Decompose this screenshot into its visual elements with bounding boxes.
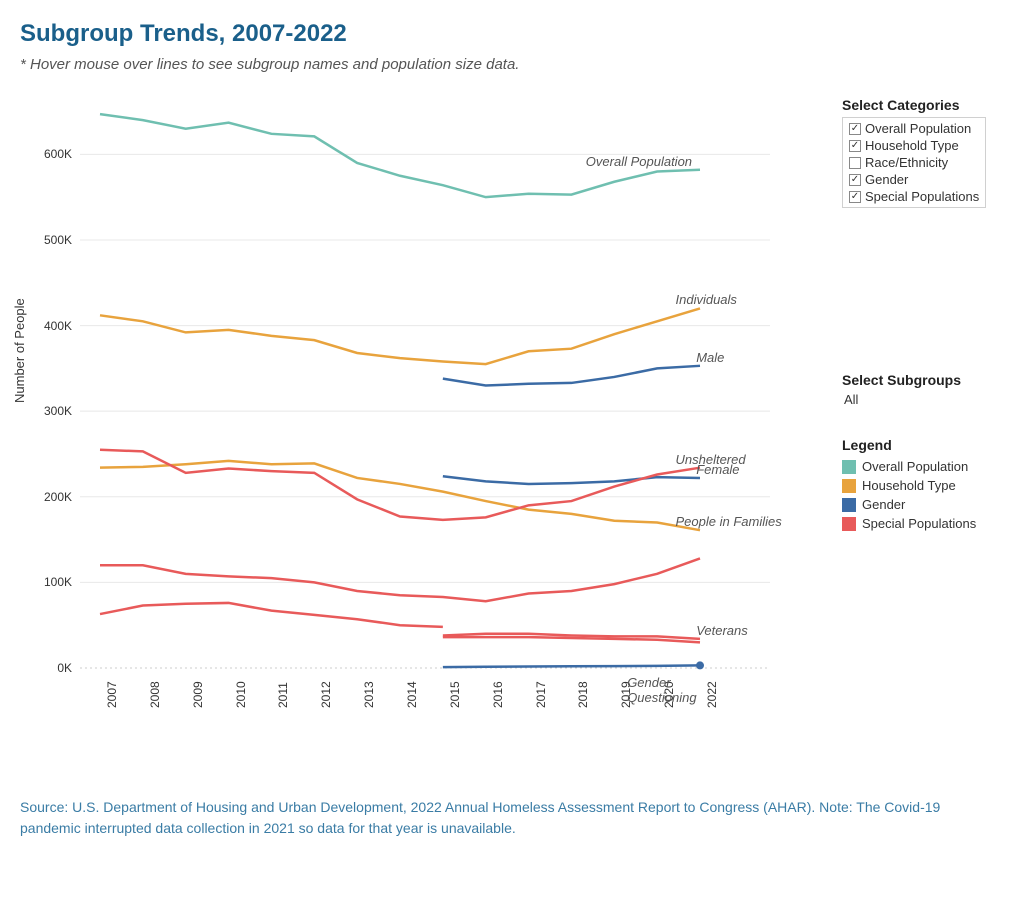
legend-title: Legend [842,437,1004,453]
main-row: Number of People 0K100K200K300K400K500K6… [20,93,1004,773]
y-tick-label: 300K [32,404,72,418]
series-line[interactable] [443,637,700,642]
x-tick-label: 2010 [234,681,248,708]
series-line[interactable] [443,665,700,667]
checkbox-icon[interactable]: ✓ [849,191,861,203]
checkbox-icon[interactable]: ✓ [849,174,861,186]
series-label: People in Families [676,514,786,529]
series-line[interactable] [443,476,700,484]
y-axis-label: Number of People [12,298,27,403]
y-tick-label: 400K [32,319,72,333]
category-item[interactable]: Race/Ethnicity [845,154,983,171]
x-tick-label: 2017 [534,681,548,708]
checkbox-icon[interactable]: ✓ [849,123,861,135]
legend-swatch [842,498,856,512]
x-tick-label: 2015 [448,681,462,708]
series-label: Individuals [676,292,786,307]
y-tick-label: 500K [32,233,72,247]
legend-label: Special Populations [862,516,976,531]
series-line[interactable] [100,603,443,627]
categories-title: Select Categories [842,97,1004,113]
legend-swatch [842,479,856,493]
subgroups-title: Select Subgroups [842,372,1004,388]
series-label: Unsheltered [676,452,786,467]
sidebar: Select Categories ✓ Overall Population ✓ Ho… [842,93,1004,773]
legend-swatch [842,517,856,531]
series-label: Male [696,350,806,365]
x-tick-label: 2007 [105,681,119,708]
x-tick-label: 2011 [276,682,290,708]
category-label: Special Populations [865,189,979,204]
categories-list: ✓ Overall Population ✓ Household Type Race/E… [842,117,986,208]
category-label: Race/Ethnicity [865,155,948,170]
y-tick-label: 100K [32,575,72,589]
x-tick-label: 2013 [362,681,376,708]
chart-area: Number of People 0K100K200K300K400K500K6… [20,93,830,773]
category-item[interactable]: ✓ Special Populations [845,188,983,205]
legend-list: Overall Population Household Type Gender Sp… [842,457,1004,533]
legend-label: Household Type [862,478,956,493]
y-tick-label: 200K [32,490,72,504]
category-item[interactable]: ✓ Gender [845,171,983,188]
series-line[interactable] [100,308,700,364]
category-label: Household Type [865,138,959,153]
category-label: Gender [865,172,908,187]
y-tick-label: 600K [32,147,72,161]
x-tick-label: 2012 [319,681,333,708]
series-line[interactable] [100,558,700,601]
series-label: Gender Questioning [627,675,737,705]
legend-label: Gender [862,497,905,512]
x-tick-label: 2009 [191,681,205,708]
legend-item[interactable]: Gender [842,495,1004,514]
subgroups-value[interactable]: All [842,392,1004,407]
category-item[interactable]: ✓ Household Type [845,137,983,154]
x-tick-label: 2014 [405,681,419,708]
chart-title: Subgroup Trends, 2007-2022 [20,20,1004,48]
legend-label: Overall Population [862,459,968,474]
series-label: Overall Population [586,154,696,169]
source-text: Source: U.S. Department of Housing and U… [20,797,980,839]
legend-swatch [842,460,856,474]
legend-item[interactable]: Special Populations [842,514,1004,533]
chart-subtitle: * Hover mouse over lines to see subgroup… [20,56,1004,73]
x-tick-label: 2018 [576,681,590,708]
category-label: Overall Population [865,121,971,136]
y-tick-label: 0K [32,661,72,675]
category-item[interactable]: ✓ Overall Population [845,120,983,137]
checkbox-icon[interactable] [849,157,861,169]
legend-item[interactable]: Household Type [842,476,1004,495]
x-tick-label: 2016 [491,681,505,708]
checkbox-icon[interactable]: ✓ [849,140,861,152]
legend-item[interactable]: Overall Population [842,457,1004,476]
chart-svg[interactable] [20,93,830,773]
x-tick-label: 2008 [148,681,162,708]
series-label: Veterans [696,623,806,638]
series-line[interactable] [443,366,700,386]
